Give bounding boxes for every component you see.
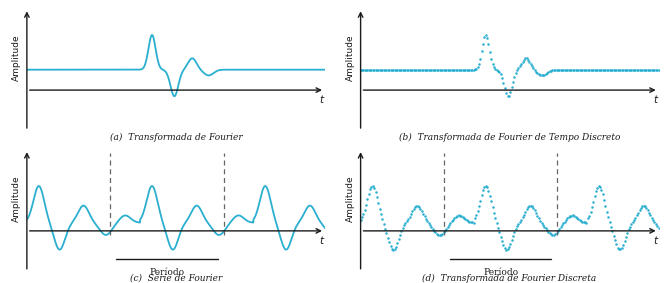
Text: t: t (653, 95, 657, 105)
Text: Período: Período (149, 268, 185, 276)
Text: Período: Período (483, 268, 518, 276)
Text: t: t (653, 236, 657, 246)
Text: (d)  Transformada de Fourier Discreta: (d) Transformada de Fourier Discreta (423, 274, 597, 283)
Text: Amplitude: Amplitude (12, 34, 21, 81)
Text: t: t (319, 236, 323, 246)
Text: (c)  Série de Fourier: (c) Série de Fourier (130, 274, 222, 283)
Text: Amplitude: Amplitude (12, 175, 21, 222)
Text: (a)  Transformada de Fourier: (a) Transformada de Fourier (110, 133, 242, 142)
Text: (b)  Transformada de Fourier de Tempo Discreto: (b) Transformada de Fourier de Tempo Dis… (399, 133, 620, 142)
Text: t: t (319, 95, 323, 105)
Text: Amplitude: Amplitude (345, 34, 355, 81)
Text: Amplitude: Amplitude (345, 175, 355, 222)
